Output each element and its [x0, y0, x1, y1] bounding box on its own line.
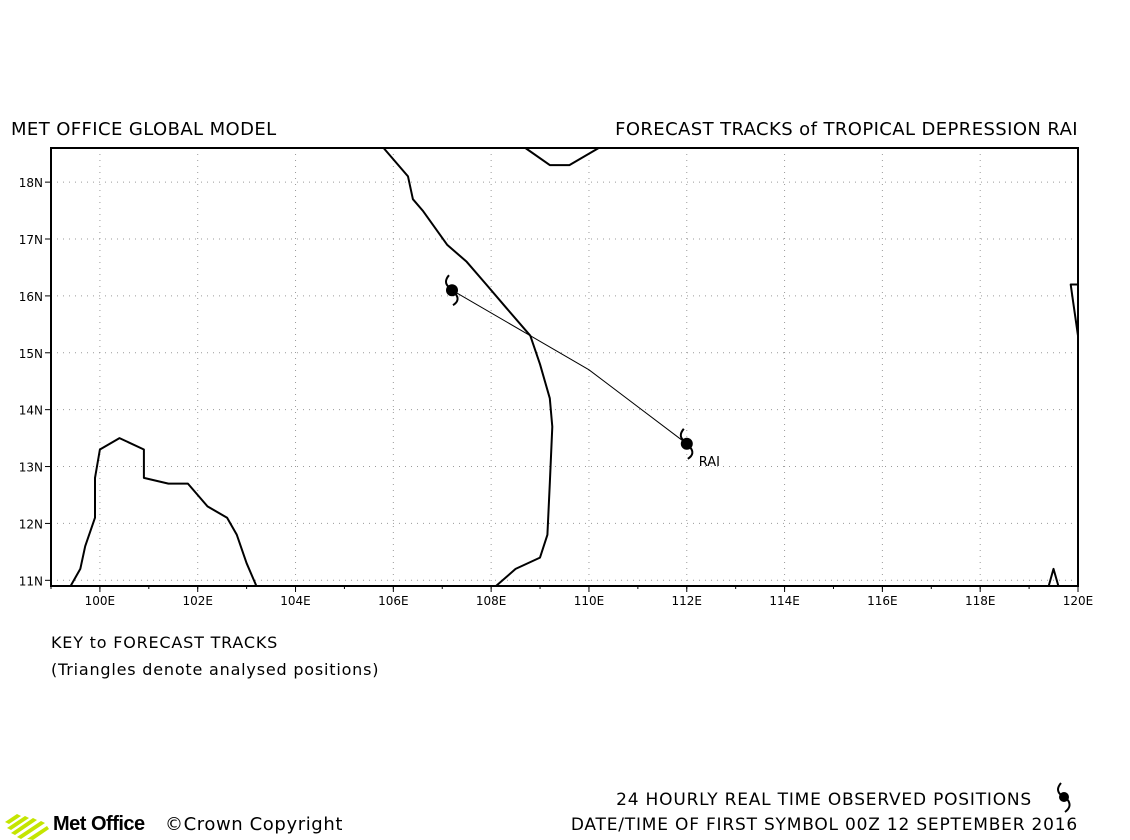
key-title: KEY to FORECAST TRACKS	[51, 633, 279, 652]
first-symbol-datetime: DATE/TIME OF FIRST SYMBOL 00Z 12 SEPTEMB…	[570, 815, 1078, 835]
met-office-logo-mark-icon	[5, 814, 49, 840]
tick-label-lon: 114E	[769, 594, 800, 608]
tick-label-lon: 118E	[965, 594, 996, 608]
tick-label-lat: 14N	[19, 404, 43, 418]
tick-label-lon: 112E	[672, 594, 703, 608]
forecast-track-map: 100E 102E 104E 106E 108E 110E 112E 114E 116E 118E…	[19, 147, 1094, 608]
cyclone-arm	[452, 292, 459, 307]
tick-label-lat: 11N	[19, 574, 43, 588]
coastline	[1069, 283, 1079, 336]
coastline	[69, 437, 258, 587]
coastline	[524, 147, 600, 167]
met-office-logo: Met Office ©Crown Copyright	[3, 810, 363, 840]
coastlines	[69, 147, 1079, 587]
tick-label-lon: 106E	[378, 594, 409, 608]
lat-lon-grid	[51, 148, 1078, 586]
tick-label-lat: 12N	[19, 517, 43, 531]
tick-label-lon: 102E	[182, 594, 213, 608]
tick-label-lon: 100E	[85, 594, 116, 608]
cyclone-arm	[445, 274, 450, 288]
tick-label-lon: 108E	[476, 594, 507, 608]
copyright-notice: ©Crown Copyright	[165, 814, 343, 835]
model-name: MET OFFICE GLOBAL MODEL	[11, 119, 277, 140]
tropical-cyclone-icon	[445, 274, 459, 307]
coastline	[1047, 567, 1060, 587]
tick-label-lon: 120E	[1063, 594, 1094, 608]
tick-label-lat: 18N	[19, 176, 43, 190]
tick-label-lat: 17N	[19, 233, 43, 247]
tick-label-lon: 110E	[574, 594, 605, 608]
tick-label-lon: 116E	[867, 594, 898, 608]
logo-text: Met Office	[53, 813, 145, 835]
chart-title: FORECAST TRACKS of TROPICAL DEPRESSION R…	[615, 119, 1078, 140]
tick-label-lat: 16N	[19, 290, 43, 304]
tropical-cyclone-icon	[1057, 782, 1071, 813]
storm-track: RAI	[445, 274, 720, 470]
observed-positions-label: 24 HOURLY REAL TIME OBSERVED POSITIONS	[616, 790, 1032, 810]
axis-ticks: 100E 102E 104E 106E 108E 110E 112E 114E 116E 118E…	[19, 176, 1094, 608]
tick-label-lat: 15N	[19, 347, 43, 361]
tick-label-lat: 13N	[19, 461, 43, 475]
map-frame	[50, 147, 1079, 587]
cyclone-arm	[687, 446, 694, 460]
coastline	[382, 147, 554, 587]
storm-label: RAI	[699, 455, 720, 470]
key-note: (Triangles denote analysed positions)	[51, 660, 380, 679]
cyclone-arm	[679, 428, 685, 442]
tropical-cyclone-icon	[679, 428, 694, 460]
tick-label-lon: 104E	[280, 594, 311, 608]
track-line	[451, 289, 688, 445]
